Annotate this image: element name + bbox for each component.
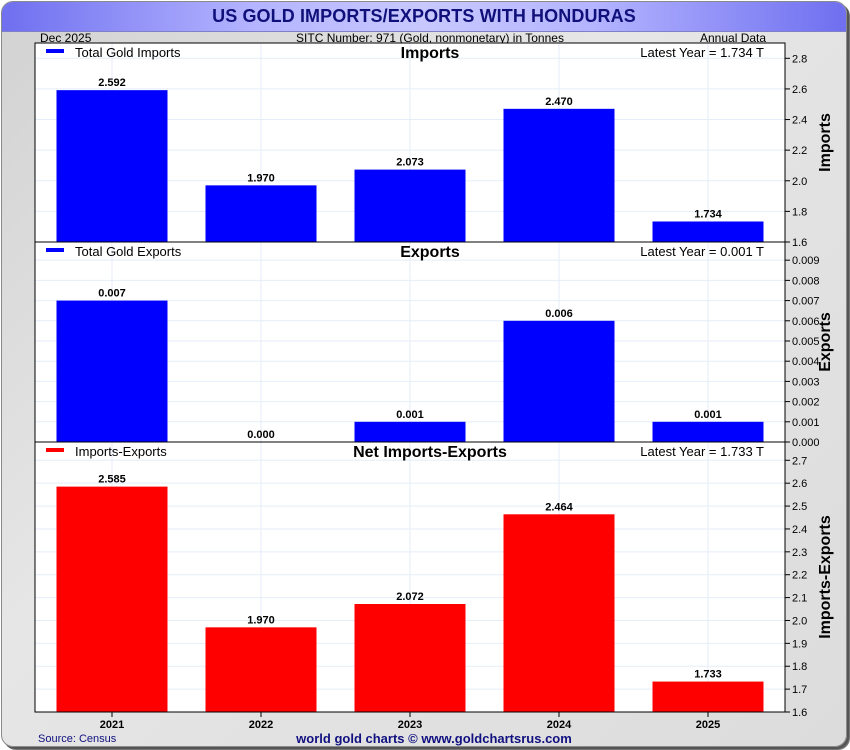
xtick-label-2021: 2021 [100, 719, 124, 731]
bar-imports-2021 [56, 90, 168, 242]
xtick-label-2025: 2025 [696, 719, 720, 731]
bar-imports-2023 [354, 169, 466, 242]
frequency-label: Annual Data [700, 31, 767, 45]
value-label-exports-2023: 0.001 [396, 409, 424, 421]
latest-year-imports: Latest Year = 1.734 T [640, 45, 764, 60]
bar-imports-2022 [205, 185, 317, 242]
value-label-net-2021: 2.585 [98, 474, 126, 486]
bar-exports-2025 [652, 421, 764, 442]
xtick-label-2024: 2024 [547, 719, 572, 731]
panel-title-net: Net Imports-Exports [353, 444, 507, 461]
value-label-imports-2022: 1.970 [247, 172, 275, 184]
ylabel-imports: Imports [817, 113, 834, 172]
title-bar: US GOLD IMPORTS/EXPORTS WITH HONDURAS [2, 2, 846, 32]
ytick-label-imports: 2.4 [792, 115, 807, 127]
ytick-label-imports: 1.6 [792, 237, 807, 249]
ytick-label-net: 2.1 [792, 593, 807, 605]
chart-title: US GOLD IMPORTS/EXPORTS WITH HONDURAS [212, 6, 636, 26]
legend-label-exports: Total Gold Exports [75, 244, 182, 259]
ytick-label-exports: 0.008 [792, 275, 820, 287]
bar-imports-2025 [652, 221, 764, 242]
ylabel-net: Imports-Exports [817, 515, 834, 639]
bar-exports-2021 [56, 300, 168, 442]
value-label-net-2025: 1.733 [694, 669, 722, 681]
xtick-label-2023: 2023 [398, 719, 422, 731]
bar-imports-2024 [503, 108, 615, 242]
ytick-label-imports: 2.8 [792, 53, 807, 65]
ytick-label-exports: 0.007 [792, 296, 820, 308]
bar-net-2025 [652, 681, 764, 712]
ytick-label-net: 2.6 [792, 478, 807, 490]
value-label-exports-2025: 0.001 [694, 409, 722, 421]
ytick-label-net: 2.2 [792, 570, 807, 582]
value-label-imports-2023: 2.073 [396, 157, 424, 169]
ytick-label-net: 1.9 [792, 638, 807, 650]
panel-title-exports: Exports [400, 244, 460, 261]
legend-swatch-exports [46, 248, 64, 252]
ylabel-exports: Exports [817, 312, 834, 372]
value-label-net-2024: 2.464 [545, 501, 573, 513]
ytick-label-net: 2.7 [792, 455, 807, 467]
value-label-exports-2022: 0.000 [247, 429, 275, 441]
value-label-net-2023: 2.072 [396, 591, 424, 603]
ytick-label-net: 2.0 [792, 615, 807, 627]
bar-net-2024 [503, 514, 615, 712]
value-label-exports-2024: 0.006 [545, 308, 573, 320]
ytick-label-imports: 2.0 [792, 176, 807, 188]
xtick-label-2022: 2022 [249, 719, 273, 731]
ytick-label-net: 2.3 [792, 547, 807, 559]
bar-net-2023 [354, 604, 466, 712]
ytick-label-exports: 0.003 [792, 376, 820, 388]
ytick-label-exports: 0.001 [792, 417, 820, 429]
ytick-label-exports: 0.009 [792, 255, 820, 267]
ytick-label-net: 2.4 [792, 524, 807, 536]
ytick-label-net: 2.5 [792, 501, 807, 513]
ytick-label-exports: 0.004 [792, 356, 820, 368]
legend-label-imports: Total Gold Imports [75, 45, 181, 60]
legend-label-net: Imports-Exports [75, 444, 167, 459]
subtitle: SITC Number: 971 (Gold, nonmonetary) in … [296, 31, 564, 45]
value-label-net-2022: 1.970 [247, 614, 275, 626]
ytick-label-exports: 0.002 [792, 397, 820, 409]
value-label-imports-2024: 2.470 [545, 96, 573, 108]
ytick-label-net: 1.8 [792, 661, 807, 673]
ytick-label-exports: 0.000 [792, 437, 820, 449]
bar-exports-2024 [503, 320, 615, 442]
panel-title-imports: Imports [401, 45, 460, 62]
ytick-label-net: 1.6 [792, 707, 807, 719]
value-label-imports-2025: 1.734 [694, 208, 722, 220]
latest-year-exports: Latest Year = 0.001 T [640, 244, 764, 259]
latest-year-net: Latest Year = 1.733 T [640, 444, 764, 459]
bar-net-2021 [56, 486, 168, 712]
ytick-label-exports: 0.005 [792, 336, 820, 348]
legend-swatch-net [46, 448, 64, 452]
ytick-label-imports: 1.8 [792, 206, 807, 218]
value-label-exports-2021: 0.007 [98, 288, 126, 300]
bar-exports-2023 [354, 421, 466, 442]
date-label: Dec 2025 [40, 31, 92, 45]
legend-swatch-imports [46, 49, 64, 53]
bar-net-2022 [205, 627, 317, 712]
ytick-label-net: 1.7 [792, 684, 807, 696]
value-label-imports-2021: 2.592 [98, 77, 126, 89]
ytick-label-imports: 2.2 [792, 145, 807, 157]
ytick-label-exports: 0.006 [792, 316, 820, 328]
source-label: Source: Census [38, 733, 117, 745]
credit-label: world gold charts © www.goldchartsrus.co… [296, 731, 572, 746]
ytick-label-imports: 2.6 [792, 84, 807, 96]
